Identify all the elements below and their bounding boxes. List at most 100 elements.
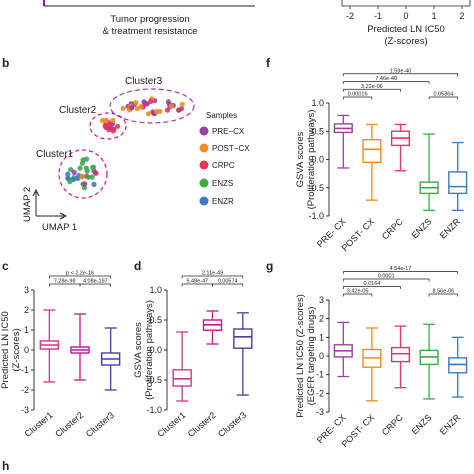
cluster1-ellipse [58, 149, 108, 199]
x-tick-label: ENZR [438, 216, 463, 241]
p-value-label: 4.54e-17 [390, 266, 412, 272]
ic50-axis-ticks: -2 -1 0 1 2 [346, 6, 465, 21]
p-value-label: p < 2.2e-16 [66, 271, 94, 277]
umap-point [86, 174, 92, 180]
umap-point [153, 108, 159, 115]
cluster1-label: Cluster1 [36, 149, 74, 160]
p-value-label: 3.22e-06 [361, 84, 383, 90]
umap-point [90, 164, 96, 170]
umap-point [111, 126, 117, 132]
box-iqr [390, 346, 411, 363]
ic50-tick-label: 0 [403, 11, 408, 21]
umap-point [91, 168, 97, 174]
umap-point [82, 181, 88, 187]
umap-point [79, 173, 85, 179]
y-tick-label: 3 [319, 295, 324, 305]
y-tick-label: 0.5 [311, 126, 324, 136]
box-iqr [448, 171, 468, 195]
x-tick-label: Cluster3 [216, 410, 248, 439]
y-tick-label: -1 [21, 365, 29, 375]
y-tick-label: -1.0 [308, 211, 324, 221]
y-tick-label: 0.5 [149, 315, 162, 325]
umap-point [77, 165, 83, 171]
umap-point [176, 107, 182, 113]
y-axis-label-2: (EGFR targeting drugs) [306, 307, 317, 406]
p-value-label: 7.46e-40 [375, 76, 397, 82]
y-tick-label: -3 [21, 405, 29, 415]
x-tick-label: CRPC [380, 216, 405, 241]
x-tick-label: Cluster2 [186, 410, 218, 439]
chart-f: 1.0 0.5 0.0 -0.5 -1.0 GSVA scores (Proliferati… [295, 68, 468, 253]
umap-point [179, 101, 185, 107]
legend-swatch-enzs [199, 178, 209, 188]
umap-point [145, 111, 151, 117]
x-tick-label: Cluster2 [53, 410, 85, 439]
umap-point [71, 169, 77, 175]
legend-label-pre-cx: PRE−CX [212, 127, 245, 136]
p-value-label: 2.11e-49 [202, 271, 223, 277]
cluster2-ellipse [89, 112, 127, 140]
legend-swatch-post-cx [199, 143, 209, 153]
umap2-label: UMAP 2 [22, 187, 33, 222]
panel-letter-c: c [2, 259, 9, 273]
p-value-label: 0.0164 [363, 281, 380, 287]
y-axis-label-2: (Z-scores) [11, 328, 22, 371]
umap-point [75, 175, 81, 181]
ic50-tick-label: 1 [431, 11, 436, 21]
y-tick-label: -2 [21, 385, 29, 395]
x-tick-label: Cluster3 [84, 410, 116, 439]
panel-letter-g: g [266, 259, 273, 273]
y-tick-label: 1 [24, 325, 29, 335]
progression-caption-1: Tumor progression [110, 14, 189, 25]
y-tick-label: 1.0 [149, 285, 162, 295]
p-value-label: 0.00574 [218, 279, 238, 285]
umap-point [110, 117, 116, 123]
p-value-label: 5.48e-47 [186, 279, 208, 285]
umap-point [103, 117, 109, 124]
umap-point [148, 98, 154, 104]
p-value-label: 0.0001 [378, 274, 395, 280]
umap-legend: Samples PRE−CX POST−CX CRPC ENZS ENZR [199, 111, 250, 206]
y-axis-label-1: Predicted LN IC50 [0, 311, 11, 389]
p-value-label: 1.59e-40 [390, 68, 412, 74]
cluster2-label: Cluster2 [59, 105, 97, 116]
cluster3-ellipse [109, 88, 195, 124]
x-tick-label: ENZR [438, 412, 463, 437]
umap-point [103, 124, 109, 131]
box-iqr [172, 369, 192, 387]
y-axis-label-1: Predicted LN IC50 (Z-scores) [295, 294, 306, 418]
p-value-label: 4.08e-197 [83, 279, 108, 285]
y-tick-label: -0.5 [308, 183, 324, 193]
umap-point [79, 160, 85, 166]
y-axis-label-2: (Proliferation pathways) [306, 110, 317, 210]
umap-point [67, 178, 73, 185]
panel-letter-d: d [134, 259, 141, 273]
y-axis-label-1: GSVA scores [133, 322, 144, 378]
y-tick-label: -1.0 [146, 405, 162, 415]
umap1-arrowhead [59, 212, 68, 220]
cluster3-label: Cluster3 [125, 76, 163, 87]
box-iqr [362, 139, 382, 164]
x-tick-label: ENZS [409, 412, 433, 436]
umap-point [168, 103, 174, 109]
y-tick-label: 0 [24, 345, 29, 355]
p-value-label: 8.56e-06 [433, 289, 455, 295]
legend-label-enzs: ENZS [212, 179, 233, 188]
umap-point [133, 100, 139, 106]
y-tick-label: 1.0 [311, 98, 324, 108]
legend-label-crpc: CRPC [212, 161, 235, 170]
legend-swatch-enzr [199, 196, 209, 206]
legend-swatch-crpc [199, 160, 209, 170]
p-value-label: 0.05364 [433, 92, 453, 98]
y-tick-label: -3 [316, 407, 324, 417]
umap-point [120, 105, 126, 111]
y-tick-label: 3 [24, 285, 29, 295]
y-tick-label: -2 [316, 388, 324, 398]
ic50-axis-label-2: (Z-scores) [384, 36, 427, 47]
legend-title: Samples [206, 111, 237, 120]
umap-point [91, 181, 97, 187]
x-tick-label: CRPC [380, 412, 405, 437]
progression-caption-2: & treatment resistance [102, 26, 197, 37]
ic50-axis-label-1: Predicted LN IC50 [367, 24, 445, 35]
